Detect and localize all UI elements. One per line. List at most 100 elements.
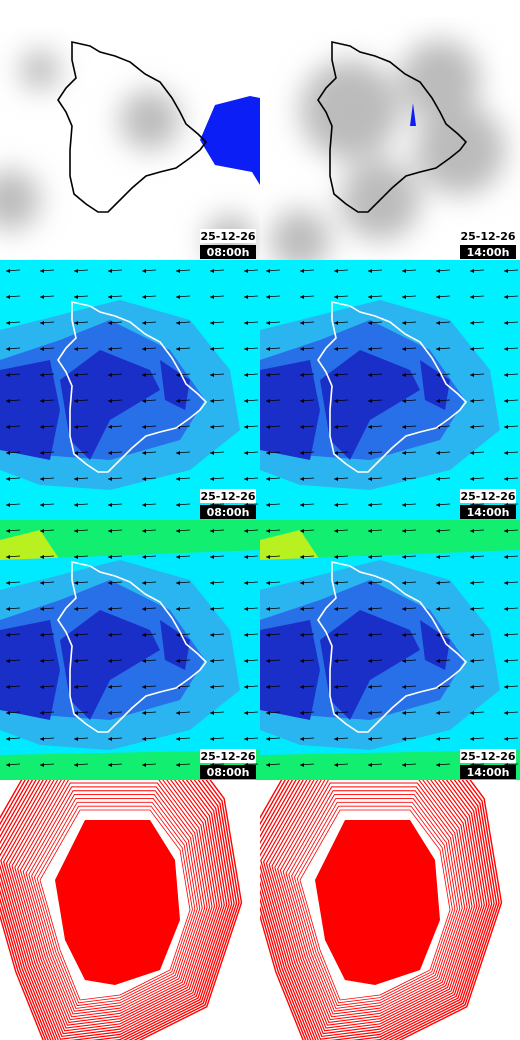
isobar — [0, 780, 240, 1040]
wind-arrow-head — [176, 399, 180, 403]
isobar — [14, 780, 213, 1026]
isobar — [279, 782, 468, 1021]
wind-arrow-head — [40, 529, 44, 533]
wind-arrow-head — [266, 581, 270, 585]
wind-arrow-head — [74, 633, 78, 637]
wind-arrow-head — [176, 295, 180, 299]
wind-arrow-head — [108, 477, 112, 481]
wind-arrow-head — [74, 269, 78, 273]
wind-arrow-head — [40, 399, 44, 403]
time-box — [460, 245, 516, 259]
wind-arrow-head — [334, 763, 338, 767]
time-label: 08:00h — [207, 246, 250, 259]
isobar — [0, 780, 225, 1040]
wind-arrow-head — [176, 503, 180, 507]
wind-arrow-head — [470, 633, 474, 637]
wind-arrow-head — [74, 529, 78, 533]
wind-arrow-head — [436, 451, 440, 455]
isobar — [260, 780, 488, 1040]
wind-arrow-head — [244, 347, 248, 351]
wind-arrow-head — [6, 581, 10, 585]
wind-arrow-head — [210, 373, 214, 377]
wind-arrow-head — [6, 373, 10, 377]
wind-arrow-head — [6, 503, 10, 507]
wind-arrow-head — [142, 425, 146, 429]
isobar — [260, 780, 493, 1040]
wind-arrow-head — [244, 685, 248, 689]
time-box — [200, 765, 256, 779]
wind-arrow-head — [40, 763, 44, 767]
contour-area — [0, 610, 190, 720]
wind-arrow-head — [504, 347, 508, 351]
wind-arrow-head — [402, 685, 406, 689]
wind-arrow-head — [402, 529, 406, 533]
wind-arrow-head — [40, 503, 44, 507]
wind-arrow-head — [40, 451, 44, 455]
wind-arrow-head — [6, 763, 10, 767]
wind-arrow-head — [504, 321, 508, 325]
isobar — [5, 780, 220, 1035]
wind-arrow-head — [108, 529, 112, 533]
wind-arrow-head — [266, 399, 270, 403]
wind-arrow-head — [176, 269, 180, 273]
isobar — [28, 794, 201, 1012]
wind-arrow-head — [266, 763, 270, 767]
wind-arrow-head — [108, 321, 112, 325]
wind-arrow-head — [436, 503, 440, 507]
date-label: 25-12-26 — [460, 490, 515, 503]
wind-arrow-head — [470, 399, 474, 403]
wind-arrow-head — [210, 269, 214, 273]
wind-arrow-head — [142, 737, 146, 741]
wind-arrow-head — [266, 503, 270, 507]
wind-arrow-head — [300, 711, 304, 715]
isobar — [296, 805, 453, 1004]
wind-arrow-head — [40, 737, 44, 741]
wind-arrow-head — [266, 711, 270, 715]
contour-area — [260, 350, 450, 460]
wind-arrow-head — [176, 373, 180, 377]
wind-arrow-head — [504, 529, 508, 533]
wind-arrow-head — [368, 685, 372, 689]
wind-arrow-head — [368, 347, 372, 351]
wind-arrow-head — [74, 477, 78, 481]
wind-arrow-head — [334, 555, 338, 559]
time-box — [460, 765, 516, 779]
wind-arrow-head — [74, 347, 78, 351]
wind-arrow-head — [470, 685, 474, 689]
isobar — [260, 780, 498, 1040]
wind-arrow-head — [210, 711, 214, 715]
wind-arrow-head — [436, 269, 440, 273]
wind-arrow-head — [6, 685, 10, 689]
wind-arrow-head — [108, 737, 112, 741]
wind-arrow-head — [40, 373, 44, 377]
isobar — [8, 780, 218, 1032]
wind-arrow-head — [300, 659, 304, 663]
wind-arrow-head — [176, 763, 180, 767]
wind-arrow-head — [436, 373, 440, 377]
wind-arrow-head — [108, 399, 112, 403]
isobar — [288, 794, 461, 1012]
time-label: 14:00h — [467, 766, 510, 779]
wind-arrow-head — [368, 503, 372, 507]
wind-arrow-head — [368, 477, 372, 481]
wind-arrow-head — [176, 347, 180, 351]
wind-arrow-head — [210, 659, 214, 663]
date-box — [200, 489, 256, 503]
wind-arrow-head — [470, 607, 474, 611]
wind-arrow-head — [244, 269, 248, 273]
wind-arrow-head — [142, 295, 146, 299]
wind-arrow-head — [266, 555, 270, 559]
cloud — [400, 40, 480, 120]
wind-arrow-head — [74, 711, 78, 715]
wind-arrow-head — [402, 555, 406, 559]
wind-arrow-head — [142, 633, 146, 637]
wind-arrow-head — [142, 555, 146, 559]
wind-arrow-head — [244, 659, 248, 663]
wind-arrow-head — [402, 451, 406, 455]
isobar — [17, 780, 211, 1023]
wind-arrow-head — [436, 633, 440, 637]
wind-arrow-head — [470, 347, 474, 351]
wind-arrow-head — [504, 737, 508, 741]
map-panel — [0, 520, 260, 780]
wind-arrow-head — [368, 711, 372, 715]
